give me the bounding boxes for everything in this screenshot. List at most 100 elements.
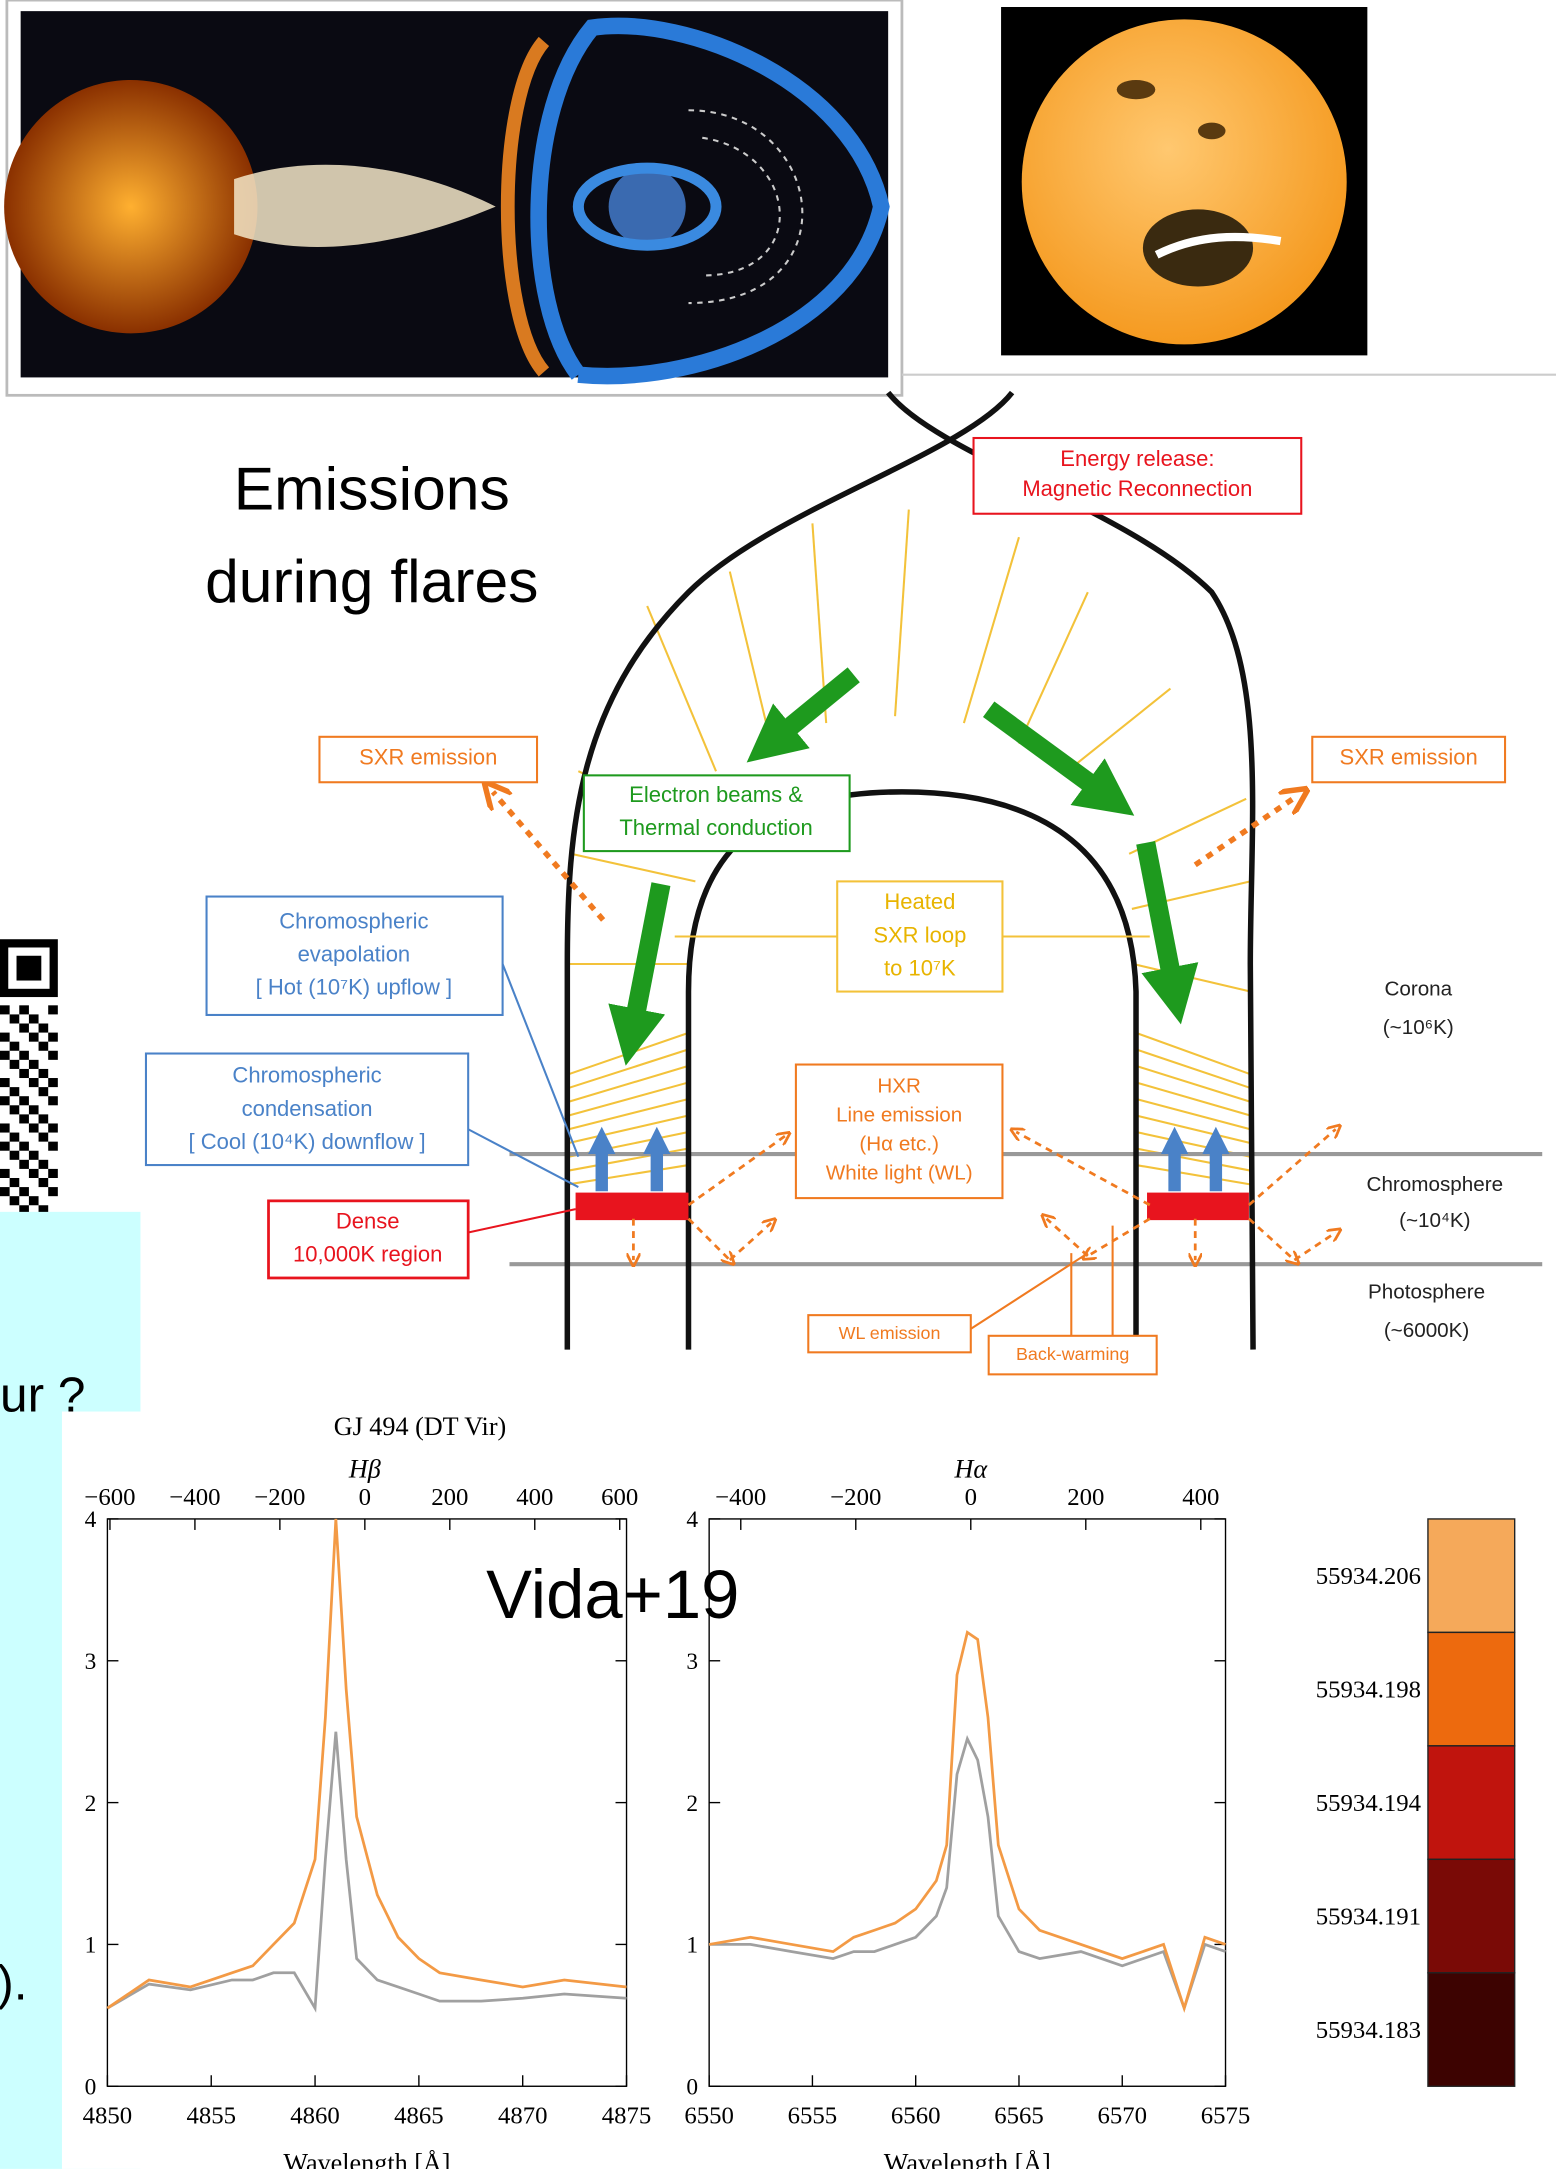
qr-finder	[17, 956, 42, 981]
y-tick-label: 3	[686, 1649, 698, 1675]
diagram-label: Chromospheric	[279, 909, 428, 934]
diagram-label: White light (WL)	[826, 1161, 973, 1184]
line-label: Hα	[953, 1455, 988, 1484]
qr-module	[19, 1096, 29, 1105]
colorbar-swatch	[1428, 1859, 1515, 1972]
top-tick-label: 400	[1182, 1484, 1219, 1511]
heading: Emissions	[234, 455, 510, 523]
top-tick-label: 0	[965, 1484, 977, 1511]
field-line	[571, 854, 695, 882]
qr-module	[10, 1151, 20, 1160]
field-line	[1136, 1099, 1250, 1129]
y-tick-label: 4	[85, 1507, 97, 1533]
flare-diagram: Energy release: Magnetic Reconnection SXR …	[146, 393, 1542, 1375]
qr-module	[0, 1096, 10, 1105]
qr-module	[10, 1014, 20, 1023]
qr-module	[48, 1051, 58, 1060]
diagram-label: Energy release:	[1060, 446, 1214, 471]
qr-module	[29, 1014, 39, 1023]
qr-module	[48, 1096, 58, 1105]
qr-module	[19, 1114, 29, 1123]
qr-module	[39, 1178, 49, 1187]
top-tick-label: −400	[715, 1484, 766, 1511]
diagram-label: Dense	[336, 1209, 400, 1234]
qr-module	[48, 1005, 58, 1014]
qr-module	[48, 1123, 58, 1132]
page: Emissions during flares { "slide": { "he…	[0, 0, 1556, 2169]
x-tick-label: 6565	[994, 2102, 1044, 2129]
qr-module	[10, 1133, 20, 1142]
diagram-label: Electron beams &	[629, 782, 803, 807]
qr-module	[48, 1169, 58, 1178]
qr-module	[29, 1123, 39, 1132]
field-line	[1067, 689, 1170, 772]
diagram-label: (~10⁴K)	[1399, 1209, 1470, 1232]
x-tick-label: 4865	[394, 2102, 444, 2129]
diagram-label: Magnetic Reconnection	[1022, 476, 1252, 501]
field-line	[1136, 1082, 1250, 1115]
field-line	[569, 1082, 689, 1115]
diagram-label: Thermal conduction	[619, 815, 812, 840]
diagram-label: SXR loop	[873, 922, 966, 947]
field-line	[1133, 964, 1250, 992]
qr-module	[0, 1142, 10, 1151]
top-tick-label: 200	[431, 1484, 468, 1511]
qr-module	[0, 1078, 10, 1087]
colorbar-label: 55934.183	[1316, 2017, 1421, 2044]
diagram-label: SXR emission	[359, 745, 497, 770]
diagram-label: (~10⁶K)	[1383, 1016, 1454, 1039]
line-label: Hβ	[348, 1455, 381, 1484]
y-tick-label: 0	[686, 2075, 698, 2101]
qr-module	[19, 1160, 29, 1169]
diagram-label: Heated	[884, 889, 955, 914]
qr-module	[19, 1023, 29, 1032]
qr-module	[39, 1114, 49, 1123]
qr-module	[29, 1151, 39, 1160]
qr-module	[19, 1187, 29, 1196]
diagram-label: Line emission	[836, 1104, 962, 1127]
qr-module	[0, 1123, 10, 1132]
diagram-label: (Hα etc.)	[859, 1133, 939, 1156]
qr-module	[29, 1060, 39, 1069]
top-tick-label: 600	[601, 1484, 638, 1511]
x-tick-label: 4860	[290, 2102, 340, 2129]
field-line	[730, 572, 771, 744]
qr-module	[29, 1033, 39, 1042]
qr-module	[19, 1069, 29, 1078]
field-line	[569, 1099, 689, 1129]
field-line	[569, 1115, 689, 1143]
x-axis-label: Wavelength [Å]	[283, 2149, 450, 2169]
qr-module	[39, 1087, 49, 1096]
colorbar-swatch	[1428, 1973, 1515, 2086]
qr-module	[39, 1160, 49, 1169]
x-tick-label: 4875	[602, 2102, 652, 2129]
diagram-label: Chromospheric	[232, 1063, 381, 1088]
qr-module	[39, 1133, 49, 1142]
qr-module	[10, 1042, 20, 1051]
qr-module	[19, 1051, 29, 1060]
y-tick-label: 2	[686, 1791, 698, 1817]
qr-module	[10, 1105, 20, 1114]
top-tick-label: −400	[169, 1484, 220, 1511]
top-tick-label: −200	[254, 1484, 305, 1511]
qr-module	[48, 1078, 58, 1087]
qr-module	[39, 1042, 49, 1051]
field-line	[895, 510, 909, 717]
qr-module	[48, 1187, 58, 1196]
y-tick-label: 4	[686, 1507, 698, 1533]
top-tick-label: 400	[516, 1484, 553, 1511]
colorbar-swatch	[1428, 1519, 1515, 1632]
colorbar-label: 55934.198	[1316, 1676, 1421, 1703]
top-tick-label: −200	[830, 1484, 881, 1511]
diagram-label: [ Cool (10⁴K) downflow ]	[189, 1129, 426, 1154]
qr-module	[29, 1078, 39, 1087]
y-tick-label: 2	[85, 1791, 97, 1817]
qr-module	[0, 1187, 10, 1196]
qr-module	[29, 1196, 39, 1205]
slide: Emissions during flares ur ? ).	[0, 0, 1556, 2169]
y-tick-label: 1	[686, 1933, 698, 1959]
x-tick-label: 6570	[1097, 2102, 1147, 2129]
y-tick-label: 0	[85, 2075, 97, 2101]
x-tick-label: 6560	[891, 2102, 941, 2129]
qr-module	[39, 1023, 49, 1032]
